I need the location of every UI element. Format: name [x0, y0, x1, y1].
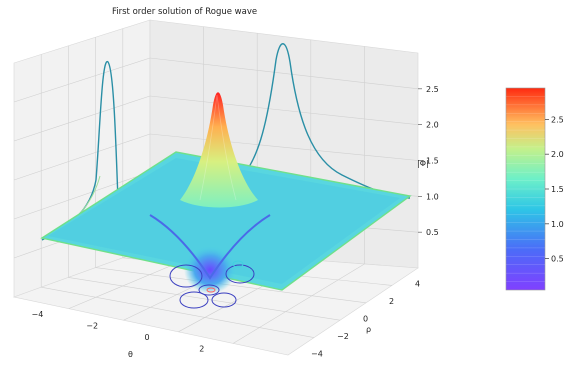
y-tick-label: −4 [311, 349, 323, 358]
z-tick-label: 1.5 [426, 157, 439, 166]
floor-contour-ring [206, 287, 216, 293]
colorbar-tick-label: 2.0 [551, 150, 564, 159]
colorbar-tick-label: 1.0 [551, 220, 564, 229]
z-tick-label: 2.5 [426, 85, 439, 94]
floor-contour-ring [211, 292, 237, 308]
z-axis-label: |Φ| [417, 159, 429, 168]
x-tick-label: −4 [32, 310, 44, 319]
floor-contours [169, 260, 255, 309]
colorbar-tick-label: 0.5 [551, 255, 564, 264]
y-tick-label: 0 [363, 315, 368, 324]
y-tick-label: −2 [337, 332, 349, 341]
z-tick-label: 2.0 [426, 121, 439, 130]
colorbar: 0.5 1.0 1.5 2.0 2.5 [505, 87, 564, 291]
x-tick-label: 0 [144, 333, 149, 342]
floor-contour-ring [179, 291, 209, 309]
x-tick-label: 2 [199, 345, 204, 354]
colorbar-tick-label: 2.5 [551, 115, 564, 124]
x-axis-label: θ [128, 350, 133, 359]
surface-peak [180, 92, 258, 208]
y-axis-ticks: −4 −2 0 2 4 [311, 280, 420, 359]
y-tick-label: 2 [389, 297, 394, 306]
z-tick-label: 1.0 [426, 192, 439, 201]
x-axis-ticks: −4 −2 0 2 [32, 310, 205, 354]
surface-trough-ridge [149, 214, 271, 280]
floor-contour-ring [169, 264, 203, 288]
floor-contour-ring [198, 284, 220, 296]
z-tick-label: 0.5 [426, 228, 439, 237]
theta-wall-projection [231, 43, 411, 199]
floor-contour-ring [232, 260, 244, 268]
colorbar-tick-label: 1.5 [551, 185, 564, 194]
y-axis-label: ρ [366, 325, 371, 334]
z-axis-ticks: 0.5 1.0 1.5 2.0 2.5 [418, 85, 439, 237]
y-tick-label: 4 [415, 280, 420, 289]
colorbar-ticks: 0.5 1.0 1.5 2.0 2.5 [545, 115, 564, 264]
floor-contour-ring [225, 264, 255, 284]
surface [40, 92, 412, 294]
x-tick-label: −2 [86, 321, 98, 330]
chart-title: First order solution of Rogue wave [112, 7, 257, 17]
